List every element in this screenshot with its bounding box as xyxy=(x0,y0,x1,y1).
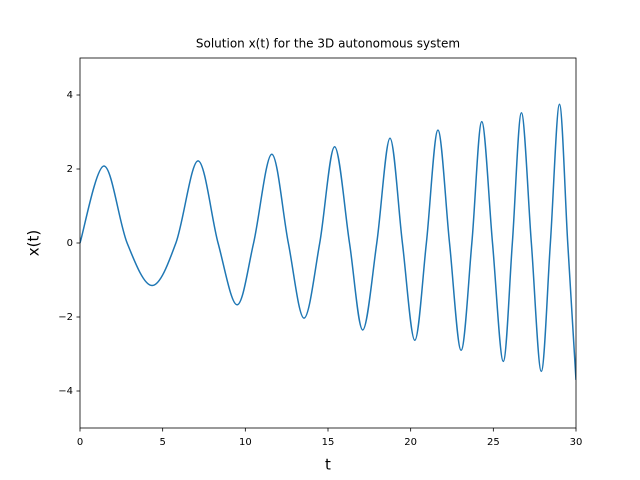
x-tick-label: 15 xyxy=(322,437,335,448)
y-tick-label: −2 xyxy=(58,312,73,323)
x-axis-label: t xyxy=(325,456,331,474)
plot-frame xyxy=(79,57,577,429)
x-tick-label: 20 xyxy=(404,437,417,448)
y-tick-label: 2 xyxy=(67,164,73,175)
line xyxy=(80,103,576,380)
x-tick-label: 10 xyxy=(239,437,252,448)
x-tick-label: 5 xyxy=(159,437,165,448)
chart-title: Solution x(t) for the 3D autonomous syst… xyxy=(196,37,460,51)
x-tick-label: 30 xyxy=(570,437,583,448)
y-tick-label: 4 xyxy=(67,90,73,101)
x-tick-label: 0 xyxy=(77,437,83,448)
y-tick-label: −4 xyxy=(58,386,73,397)
y-tick-label: 0 xyxy=(67,238,73,249)
x-tick-label: 25 xyxy=(487,437,500,448)
y-axis-label: x(t) xyxy=(25,230,43,256)
